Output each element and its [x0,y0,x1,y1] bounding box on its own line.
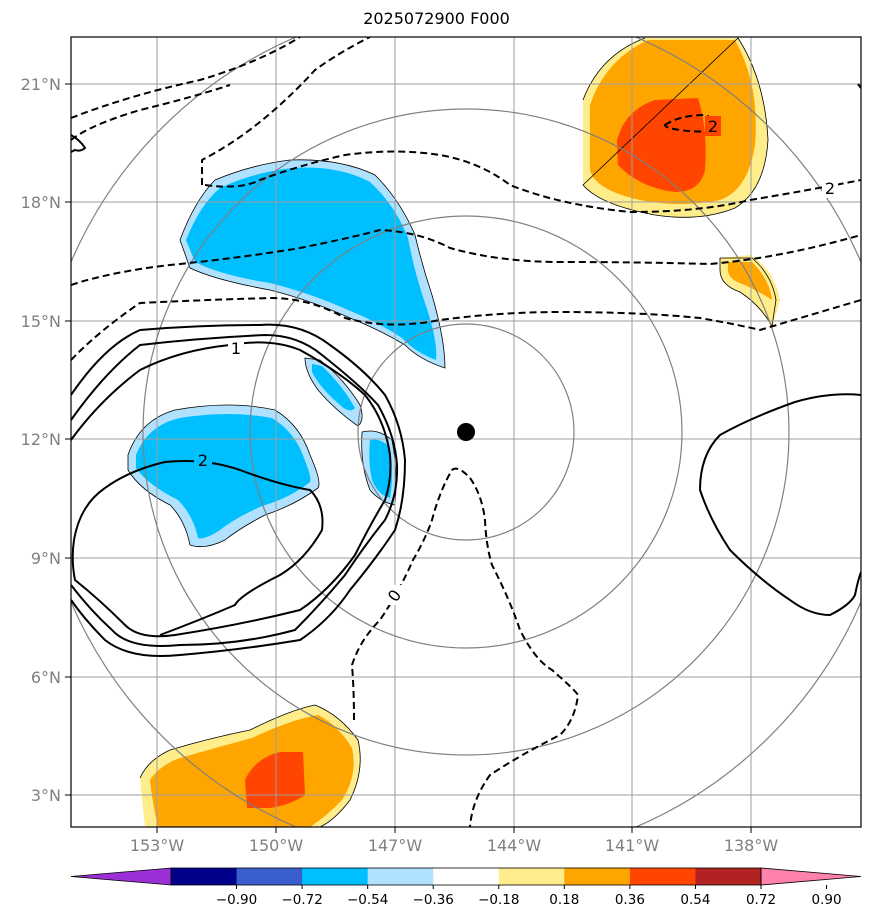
lat-label: 18°N [21,193,61,212]
colorbar-label: −0.54 [347,892,388,908]
lon-label: 153°W [130,836,185,855]
contour-labels: 1 2 0 2 2 [194,116,838,605]
lat-label: 9°N [31,549,61,568]
positive-anomaly-small [720,255,780,328]
colorbar-label: 0.36 [615,892,645,908]
colorbar-extend-high [760,867,862,886]
tick-marks [65,83,752,833]
lat-label: 6°N [31,668,61,687]
colorbar-cell [695,868,762,885]
dashed-contours [71,37,861,827]
storm-center-marker [457,423,475,441]
colorbar-cell [236,868,303,885]
colorbar-frame [170,867,762,886]
colorbar-label: 0.72 [746,892,776,908]
lat-label: 15°N [21,312,61,331]
colorbar-cell [629,868,696,885]
lon-label: 144°W [487,836,542,855]
longitude-labels: 153°W 150°W 147°W 144°W 141°W 138°W [130,836,779,855]
lon-label: 147°W [368,836,423,855]
shading-outlines [127,37,777,827]
contour-label-2-east: 2 [825,179,835,198]
colorbar-cell [564,868,631,885]
colorbar-label: 0.18 [549,892,579,908]
colorbar-label: −0.72 [281,892,322,908]
latitude-labels: 21°N 18°N 15°N 12°N 9°N 6°N 3°N [21,75,61,805]
negative-anomaly-north [180,159,445,368]
colorbar-label: 0.54 [680,892,710,908]
colorbar-label: −0.90 [216,892,257,908]
colorbar-cell [367,868,434,885]
contour-label-1: 1 [231,339,241,358]
lon-label: 141°W [605,836,660,855]
lat-label: 21°N [21,75,61,94]
colorbar-label: 0.90 [812,892,842,908]
colorbar-cell [302,868,369,885]
contour-label-2-west: 2 [198,451,208,470]
range-rings [71,37,861,827]
gridlines [71,37,861,827]
colorbar-extend-low [70,867,172,886]
map-frame [70,36,862,828]
positive-anomaly-ne [583,38,768,218]
colorbar-label: −0.18 [478,892,519,908]
colorbar-cell [171,868,238,885]
contour-label-2-ne: 2 [708,117,718,136]
colorbar: −0.90 −0.72 −0.54 −0.36 −0.18 0.18 0.36 0.54 0.7… [70,867,862,908]
lat-label: 3°N [31,786,61,805]
lat-label: 12°N [21,430,61,449]
colorbar-label: −0.36 [413,892,454,908]
colorbar-cell [498,868,565,885]
colorbar-cell [433,868,500,885]
map-title: 2025072900 F000 [363,9,510,28]
solid-contours [71,83,861,657]
positive-anomaly-sw [140,705,361,827]
negative-anomaly-strip [305,358,396,505]
lon-label: 150°W [249,836,304,855]
lon-label: 138°W [724,836,779,855]
